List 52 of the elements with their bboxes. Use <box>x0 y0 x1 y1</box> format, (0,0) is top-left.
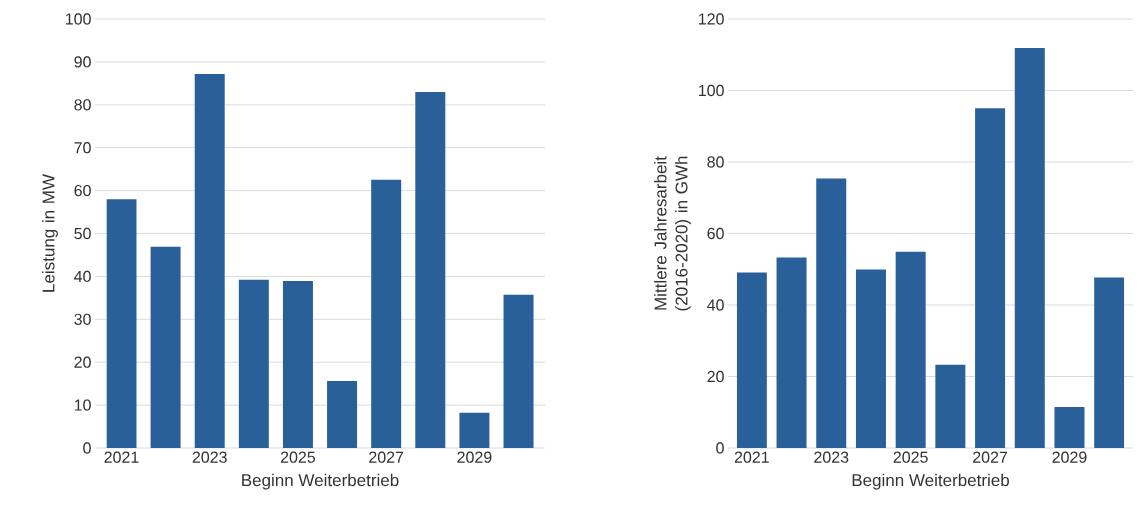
bar <box>895 251 926 448</box>
bar <box>194 73 225 448</box>
y-tick-label: 60 <box>74 184 91 197</box>
x-axis-title: Beginn Weiterbetrieb <box>242 473 399 490</box>
x-tick-label: 2025 <box>280 451 316 463</box>
x-tick-label: 2021 <box>734 451 769 463</box>
y-tick-label: 40 <box>74 270 91 283</box>
x-axis-title: Beginn Weiterbetrieb <box>852 473 1009 490</box>
bar <box>855 269 886 448</box>
bar <box>975 108 1006 448</box>
y-tick-label: 30 <box>74 313 91 325</box>
bar <box>1094 277 1125 448</box>
bar <box>327 381 358 448</box>
bar <box>816 178 847 448</box>
x-tick-label: 2029 <box>1052 451 1087 463</box>
bar <box>371 179 402 448</box>
y-tick-label: 100 <box>699 84 724 97</box>
x-tick-label: 2027 <box>369 451 404 463</box>
bar <box>459 412 490 448</box>
x-tick-label: 2023 <box>814 451 849 463</box>
y-tick-label: 0 <box>83 442 91 454</box>
x-tick-label: 2025 <box>893 451 928 463</box>
y-tick-label: 80 <box>74 99 91 111</box>
y-tick-label: 20 <box>74 356 91 368</box>
x-tick-label: 2021 <box>104 451 139 463</box>
y-tick-label: 10 <box>74 399 91 411</box>
y-tick-label: 60 <box>707 227 724 240</box>
bar <box>238 279 269 448</box>
bar <box>935 364 966 448</box>
y-axis-title: Mittlere Jahresarbeit (2016-2020) in GWh <box>654 156 691 311</box>
bar <box>150 246 181 448</box>
bar <box>106 199 137 448</box>
bar <box>776 257 807 448</box>
bar <box>736 272 767 448</box>
bar <box>282 281 313 448</box>
x-tick-label: 2029 <box>457 451 492 463</box>
bar <box>1054 406 1085 448</box>
y-tick-label: 20 <box>707 370 724 383</box>
bar <box>1014 47 1045 448</box>
bar <box>415 91 446 448</box>
bar <box>503 294 534 448</box>
x-tick-label: 2023 <box>192 451 227 463</box>
y-tick-label: 90 <box>74 56 91 68</box>
y-tick-label: 40 <box>707 299 724 311</box>
y-tick-label: 0 <box>716 442 724 454</box>
y-tick-label: 80 <box>707 156 724 168</box>
y-axis-title: Leistung in MW <box>42 174 58 292</box>
y-tick-label: 120 <box>699 13 724 25</box>
y-tick-label: 50 <box>74 227 91 240</box>
y-tick-label: 100 <box>66 13 91 25</box>
x-tick-label: 2027 <box>973 451 1008 463</box>
y-tick-label: 70 <box>74 142 91 154</box>
